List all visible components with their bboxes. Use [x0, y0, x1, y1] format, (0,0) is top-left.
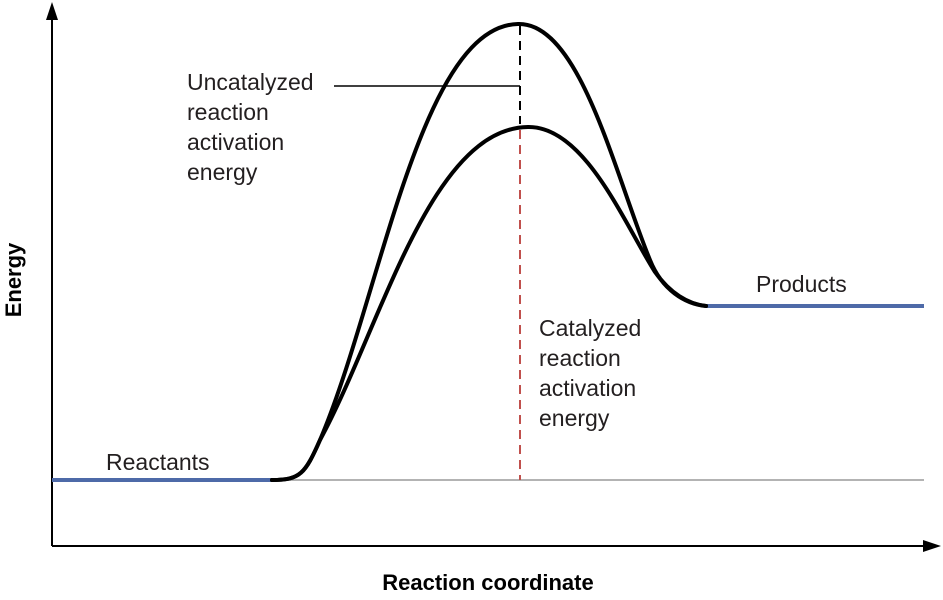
catalyzed-curve — [270, 124, 708, 482]
y-axis-title: Energy — [1, 242, 26, 317]
x-axis-arrow — [923, 540, 941, 552]
catalyzed-label-line-3: activation — [539, 375, 636, 401]
x-axis-title: Reaction coordinate — [382, 570, 593, 595]
reactants-label: Reactants — [106, 449, 210, 475]
uncatalyzed-label-line-2: reaction — [187, 99, 269, 125]
uncatalyzed-label-line-4: energy — [187, 159, 258, 185]
catalyzed-label-line-1: Catalyzed — [539, 315, 641, 341]
uncatalyzed-label-line-3: activation — [187, 129, 284, 155]
y-axis-arrow — [46, 2, 58, 20]
products-label: Products — [756, 271, 847, 297]
uncatalyzed-label-line-1: Uncatalyzed — [187, 69, 314, 95]
catalyzed-label-line-2: reaction — [539, 345, 621, 371]
catalyzed-label-line-4: energy — [539, 405, 610, 431]
